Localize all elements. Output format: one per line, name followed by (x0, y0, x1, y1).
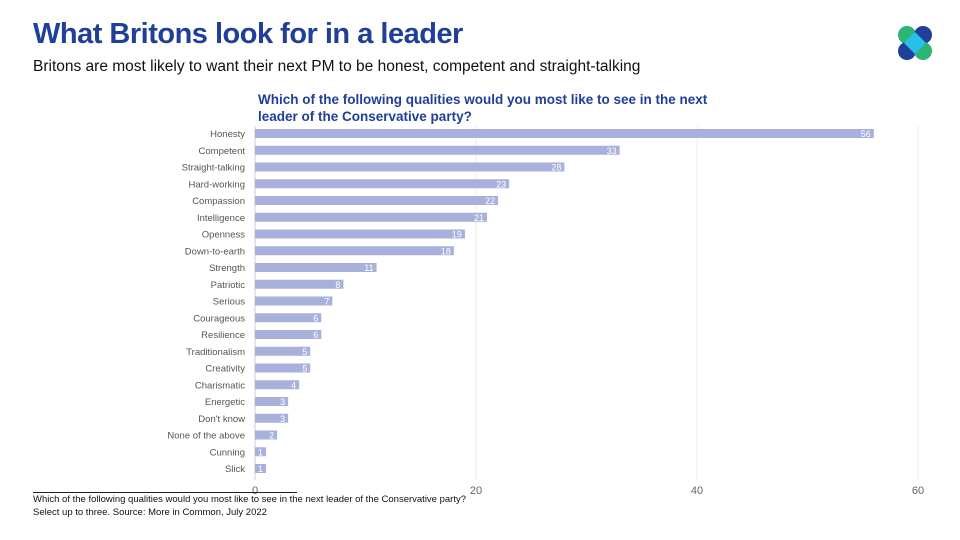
page-subtitle: Britons are most likely to want their ne… (33, 58, 641, 75)
chart-title: Which of the following qualities would y… (258, 92, 708, 124)
bar (255, 413, 289, 423)
footer-note: Which of the following qualities would y… (33, 493, 466, 519)
category-label: Down-to-earth (185, 246, 245, 257)
category-label: None of the above (167, 431, 245, 442)
logo-icon (898, 26, 932, 60)
bar (255, 229, 465, 239)
x-tick-label: 60 (912, 485, 924, 497)
x-tick-label: 40 (691, 485, 703, 497)
x-tick-label: 20 (470, 485, 482, 497)
bar (255, 363, 311, 373)
data-label: 8 (335, 280, 340, 290)
data-label: 56 (861, 129, 871, 139)
footer-source: Select up to three. Source: More in Comm… (33, 507, 267, 518)
data-label: 1 (258, 447, 263, 457)
category-label: Straight-talking (182, 163, 245, 174)
category-label: Hard-working (189, 179, 246, 190)
category-label: Competent (199, 146, 246, 157)
bar (255, 447, 267, 457)
bar (255, 380, 300, 390)
data-label: 1 (258, 464, 263, 474)
data-label: 6 (313, 330, 318, 340)
bar (255, 129, 874, 138)
data-label: 4 (291, 380, 296, 390)
x-tick-label: 0 (252, 485, 258, 497)
data-label: 28 (551, 163, 561, 173)
category-label: Compassion (192, 196, 245, 207)
data-label: 19 (452, 230, 462, 240)
bar (255, 296, 333, 306)
category-label: Slick (225, 464, 245, 475)
data-label: 18 (441, 246, 451, 256)
bar (255, 430, 278, 440)
bar (255, 212, 488, 222)
data-label: 11 (364, 263, 373, 273)
bar (255, 397, 289, 406)
bar (255, 330, 322, 339)
category-label: Strength (209, 263, 245, 274)
category-label: Traditionalism (186, 347, 245, 358)
category-label: Honesty (210, 129, 245, 140)
bar (255, 162, 565, 172)
category-label: Resilience (201, 330, 245, 341)
footer-question: Which of the following qualities would y… (33, 494, 467, 505)
category-label: Courageous (193, 313, 245, 324)
category-label: Intelligence (197, 213, 245, 224)
category-label: Cunning (210, 447, 245, 458)
data-label: 3 (280, 414, 285, 424)
bar (255, 196, 499, 205)
bar (255, 346, 311, 356)
data-label: 21 (474, 213, 484, 223)
data-label: 22 (485, 196, 495, 206)
category-label: Don't know (198, 414, 245, 425)
bar (255, 464, 267, 473)
bar (255, 263, 377, 272)
category-label: Charismatic (195, 380, 245, 391)
bar (255, 313, 322, 323)
bar (255, 179, 510, 189)
data-label: 33 (607, 146, 617, 156)
category-label: Patriotic (211, 280, 246, 291)
bar (255, 246, 454, 256)
page-title: What Britons look for in a leader (33, 18, 463, 50)
data-label: 23 (496, 179, 506, 189)
footer-divider (33, 492, 297, 493)
data-label: 6 (313, 313, 318, 323)
category-label: Creativity (205, 364, 245, 375)
category-label: Openness (202, 230, 246, 241)
bar (255, 279, 344, 289)
category-label: Energetic (205, 397, 245, 408)
data-label: 7 (324, 297, 329, 307)
category-label: Serious (213, 297, 245, 308)
data-label: 3 (280, 397, 285, 407)
bar (255, 145, 620, 155)
data-label: 5 (302, 347, 307, 357)
data-label: 2 (269, 431, 274, 441)
data-label: 5 (302, 364, 307, 374)
